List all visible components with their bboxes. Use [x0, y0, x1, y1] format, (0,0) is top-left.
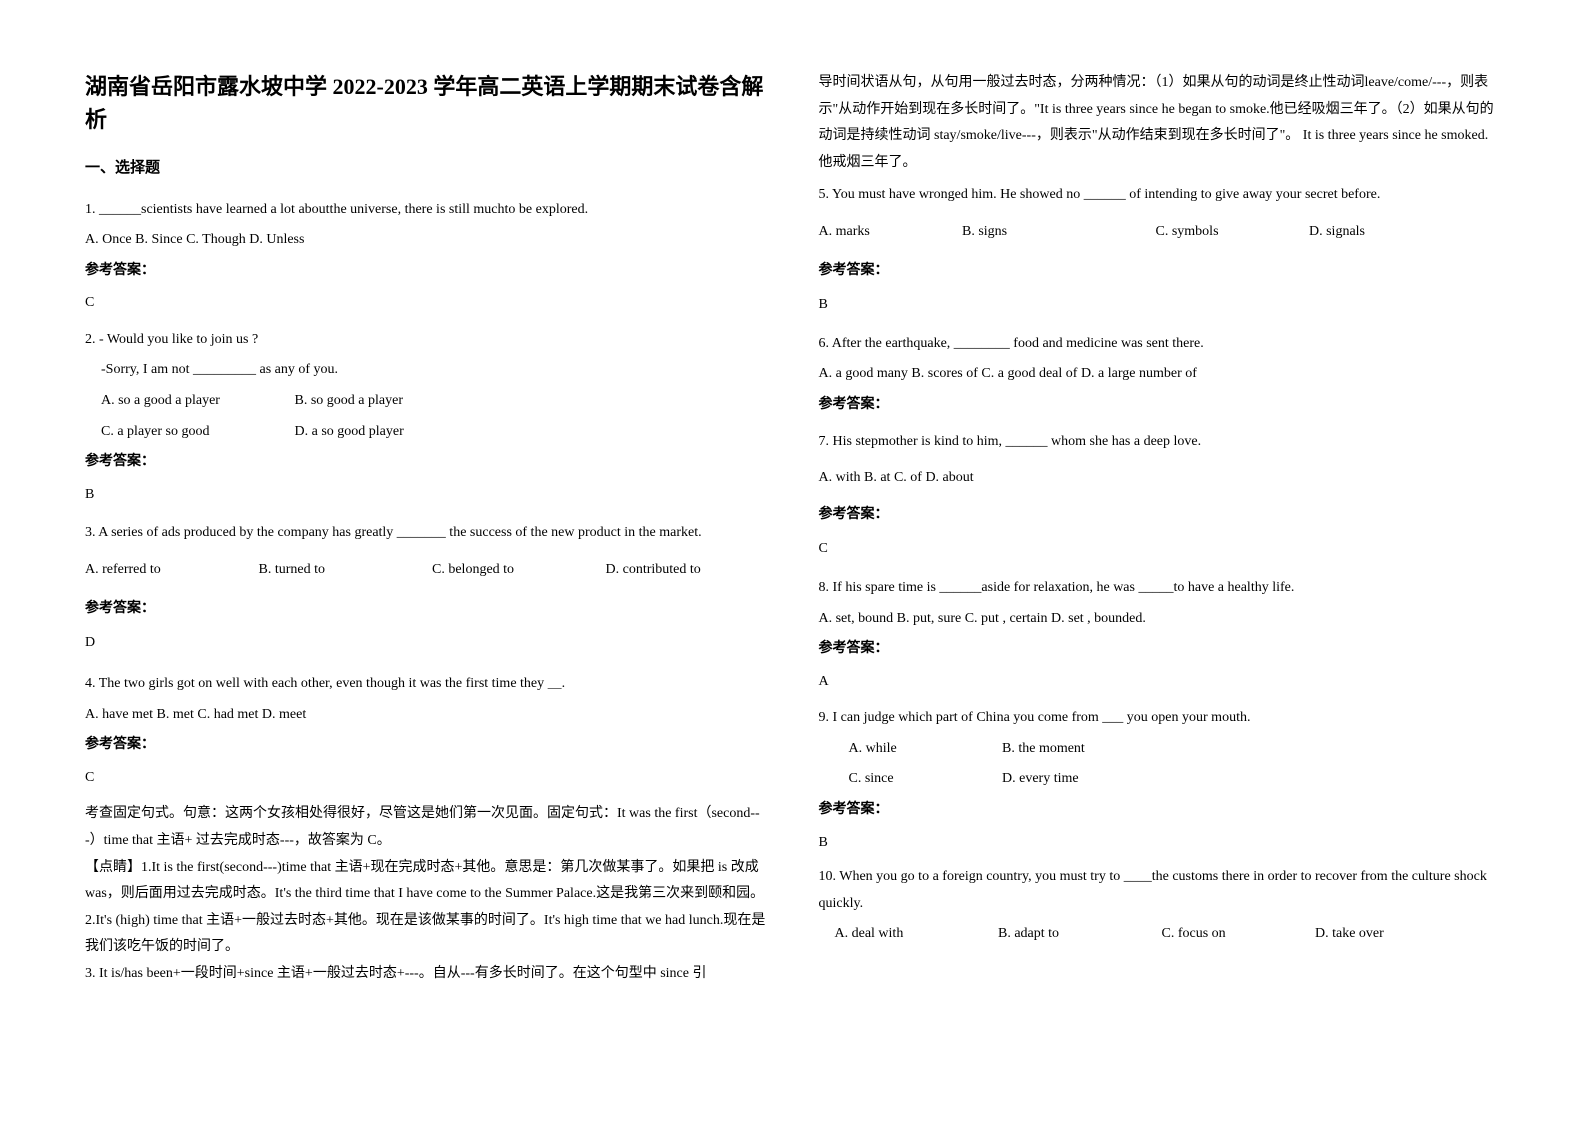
q4-explain1: 考查固定句式。句意：这两个女孩相处得很好，尽管这是她们第一次见面。固定句式：It…	[85, 801, 769, 854]
question-8: 8. If his spare time is ______aside for …	[819, 575, 1503, 695]
answer-label: 参考答案：	[85, 732, 769, 759]
q10-optC: C. focus on	[1162, 921, 1312, 948]
q3-optB: B. turned to	[259, 557, 429, 584]
answer-label: 参考答案：	[819, 502, 1503, 529]
q9-options-row2: C. since D. every time	[819, 766, 1503, 793]
q9-optC: C. since	[849, 766, 999, 793]
q6-stem: 6. After the earthquake, ________ food a…	[819, 331, 1503, 358]
left-column: 湖南省岳阳市露水坡中学 2022-2023 学年高二英语上学期期末试卷含解析 一…	[60, 70, 794, 1052]
q2-options-row1: A. so a good a player B. so good a playe…	[85, 388, 769, 415]
answer-label: 参考答案：	[85, 596, 769, 623]
q4-explain5: 导时间状语从句，从句用一般过去时态，分两种情况：（1）如果从句的动词是终止性动词…	[819, 70, 1503, 176]
exam-title: 湖南省岳阳市露水坡中学 2022-2023 学年高二英语上学期期末试卷含解析	[85, 70, 769, 136]
q5-optB: B. signs	[962, 219, 1152, 246]
q2-optD: D. a so good player	[295, 424, 404, 439]
q8-answer: A	[819, 669, 1503, 696]
q2-stem2: -Sorry, I am not _________ as any of you…	[85, 357, 769, 384]
question-9: 9. I can judge which part of China you c…	[819, 705, 1503, 856]
question-7: 7. His stepmother is kind to him, ______…	[819, 429, 1503, 563]
question-4: 4. The two girls got on well with each o…	[85, 671, 769, 988]
q7-stem: 7. His stepmother is kind to him, ______…	[819, 429, 1503, 456]
answer-label: 参考答案：	[85, 258, 769, 285]
q2-optA: A. so a good a player	[101, 388, 291, 415]
q3-optD: D. contributed to	[606, 562, 701, 577]
question-5: 5. You must have wronged him. He showed …	[819, 182, 1503, 318]
q2-answer: B	[85, 482, 769, 509]
q9-stem: 9. I can judge which part of China you c…	[819, 705, 1503, 732]
q8-options: A. set, bound B. put, sure C. put , cert…	[819, 606, 1503, 633]
q9-answer: B	[819, 830, 1503, 857]
q3-optC: C. belonged to	[432, 557, 602, 584]
answer-label: 参考答案：	[819, 797, 1503, 824]
right-column: 导时间状语从句，从句用一般过去时态，分两种情况：（1）如果从句的动词是终止性动词…	[794, 70, 1528, 1052]
q2-stem: 2. - Would you like to join us ?	[85, 327, 769, 354]
q5-optA: A. marks	[819, 219, 959, 246]
q9-optD: D. every time	[1002, 771, 1079, 786]
question-2: 2. - Would you like to join us ? -Sorry,…	[85, 327, 769, 509]
question-1: 1. ______scientists have learned a lot a…	[85, 197, 769, 317]
q1-stem: 1. ______scientists have learned a lot a…	[85, 197, 769, 224]
q4-explain4: 3. It is/has been+一段时间+since 主语+一般过去时态+-…	[85, 961, 769, 988]
q4-options: A. have met B. met C. had met D. meet	[85, 702, 769, 729]
answer-label: 参考答案：	[85, 449, 769, 476]
q4-explain2: 【点睛】1.It is the first(second---)time tha…	[85, 855, 769, 908]
q4-explain3: 2.It's (high) time that 主语+一般过去时态+其他。现在是…	[85, 908, 769, 961]
question-6: 6. After the earthquake, ________ food a…	[819, 331, 1503, 419]
answer-label: 参考答案：	[819, 392, 1503, 419]
q10-stem: 10. When you go to a foreign country, yo…	[819, 864, 1503, 917]
q5-options: A. marks B. signs C. symbols D. signals	[819, 219, 1503, 246]
q7-options: A. with B. at C. of D. about	[819, 465, 1503, 492]
answer-label: 参考答案：	[819, 258, 1503, 285]
q4-answer: C	[85, 765, 769, 792]
q3-optA: A. referred to	[85, 557, 255, 584]
q10-optD: D. take over	[1315, 926, 1384, 941]
answer-label: 参考答案：	[819, 636, 1503, 663]
q5-stem: 5. You must have wronged him. He showed …	[819, 182, 1503, 209]
section-header: 一、选择题	[85, 154, 769, 183]
q10-options: A. deal with B. adapt to C. focus on D. …	[819, 921, 1503, 948]
question-3: 3. A series of ads produced by the compa…	[85, 518, 769, 657]
q7-answer: C	[819, 536, 1503, 563]
q3-stem: 3. A series of ads produced by the compa…	[85, 518, 769, 549]
q9-options-row1: A. while B. the moment	[819, 736, 1503, 763]
q2-optB: B. so good a player	[295, 393, 403, 408]
q1-answer: C	[85, 290, 769, 317]
q4-stem: 4. The two girls got on well with each o…	[85, 671, 769, 698]
q8-stem: 8. If his spare time is ______aside for …	[819, 575, 1503, 602]
q1-options: A. Once B. Since C. Though D. Unless	[85, 227, 769, 254]
q9-optB: B. the moment	[1002, 741, 1085, 756]
q10-optB: B. adapt to	[998, 921, 1158, 948]
q9-optA: A. while	[849, 736, 999, 763]
q2-optC: C. a player so good	[101, 419, 291, 446]
q10-optA: A. deal with	[835, 921, 995, 948]
question-10: 10. When you go to a foreign country, yo…	[819, 864, 1503, 948]
q3-answer: D	[85, 630, 769, 657]
q6-options: A. a good many B. scores of C. a good de…	[819, 361, 1503, 388]
q5-optD: D. signals	[1309, 224, 1365, 239]
q5-optC: C. symbols	[1156, 219, 1306, 246]
q2-options-row2: C. a player so good D. a so good player	[85, 419, 769, 446]
q5-answer: B	[819, 292, 1503, 319]
q3-options: A. referred to B. turned to C. belonged …	[85, 557, 769, 584]
